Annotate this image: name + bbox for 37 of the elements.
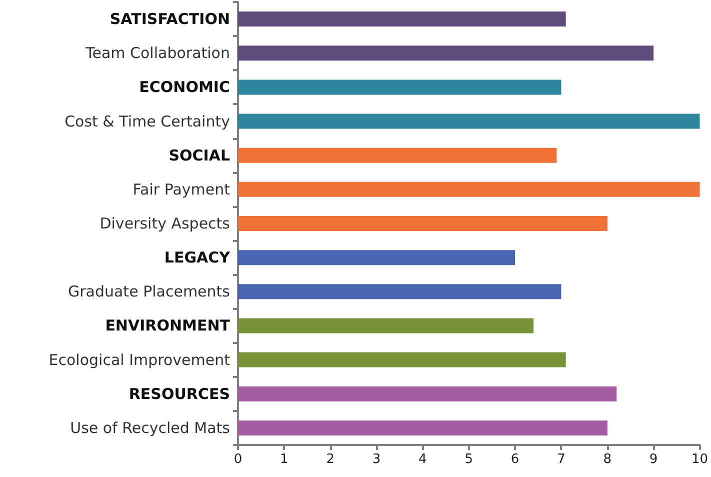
x-tick-label: 6 — [510, 452, 520, 467]
bar — [238, 284, 562, 300]
bar — [238, 352, 566, 368]
bar — [238, 318, 534, 334]
bar — [238, 80, 562, 95]
x-tick-label: 2 — [326, 452, 334, 467]
y-tick-label: Use of Recycled Mats — [70, 418, 230, 437]
x-tick-label: 3 — [372, 452, 381, 467]
x-tick-label: 0 — [234, 452, 242, 467]
bar — [238, 148, 557, 163]
bar — [238, 216, 608, 231]
y-tick-label: Team Collaboration — [84, 44, 230, 62]
x-tick-label: 10 — [691, 452, 708, 467]
x-tick-label: 7 — [557, 452, 566, 467]
y-tick-label: SATISFACTION — [110, 10, 230, 28]
x-tick-label: 1 — [280, 452, 288, 467]
x-tick-label: 5 — [464, 452, 474, 467]
y-tick-label: SOCIAL — [168, 146, 230, 164]
y-tick-label: Fair Payment — [132, 180, 230, 198]
y-tick-label: LEGACY — [164, 248, 232, 267]
x-tick-label: 8 — [603, 452, 612, 467]
y-tick-label: Cost & Time Certainty — [64, 112, 230, 130]
y-tick-label: Diversity Aspects — [100, 214, 230, 232]
bar — [238, 182, 700, 197]
bar — [238, 46, 654, 61]
x-tick-label: 4 — [418, 452, 427, 467]
bar — [238, 250, 516, 266]
bar — [238, 386, 617, 402]
y-tick-label: ECONOMIC — [139, 78, 230, 96]
bar — [238, 114, 700, 129]
bar — [238, 420, 608, 436]
y-tick-label: ENVIRONMENT — [105, 316, 231, 335]
bar — [238, 12, 566, 27]
y-tick-label: Graduate Placements — [68, 282, 230, 301]
y-tick-label: Ecological Improvement — [48, 350, 230, 369]
y-tick-label: RESOURCES — [128, 384, 230, 403]
x-tick-label: 9 — [649, 452, 658, 467]
